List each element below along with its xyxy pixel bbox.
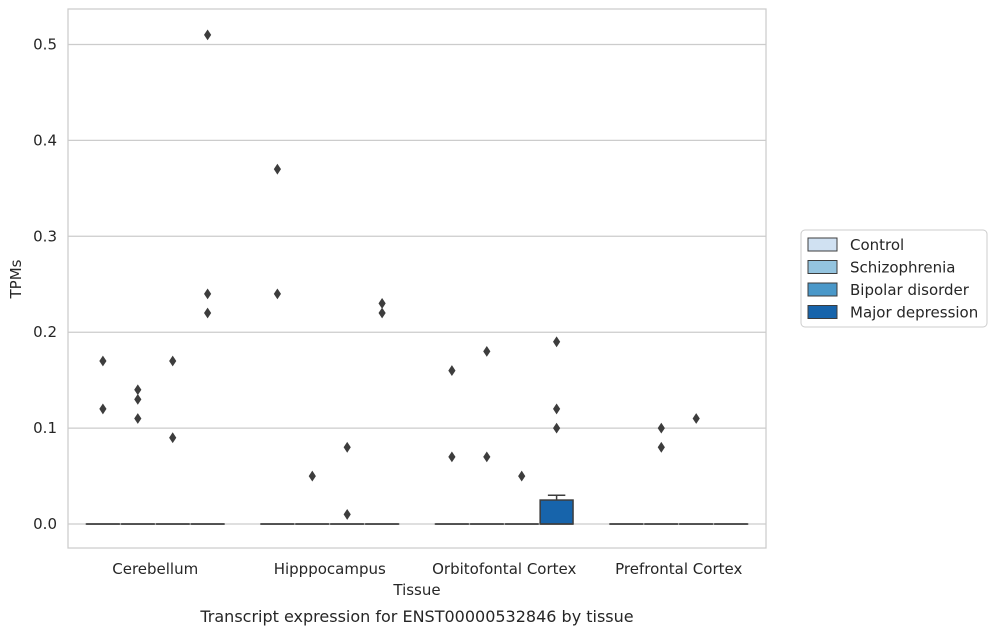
y-axis-label: TPMs xyxy=(7,259,25,299)
legend-swatch xyxy=(808,306,837,319)
legend-label: Control xyxy=(850,236,904,254)
x-tick-label: Cerebellum xyxy=(112,560,198,578)
box xyxy=(540,500,573,524)
y-tick-label: 0.1 xyxy=(33,419,57,437)
legend-label: Schizophrenia xyxy=(850,259,955,277)
x-tick-labels: Cerebellum Hipppocampus Orbitofontal Corte… xyxy=(112,560,742,578)
y-tick-label: 0.0 xyxy=(33,515,57,533)
y-tick-label: 0.2 xyxy=(33,323,57,341)
legend-label: Bipolar disorder xyxy=(850,281,970,299)
legend-swatch xyxy=(808,283,837,296)
x-tick-label: Hipppocampus xyxy=(274,560,386,578)
legend-swatch xyxy=(808,238,837,251)
y-tick-labels: 0.0 0.1 0.2 0.3 0.4 0.5 xyxy=(33,35,57,533)
x-tick-label: Prefrontal Cortex xyxy=(615,560,742,578)
legend-label: Major depression xyxy=(850,304,978,322)
y-tick-label: 0.4 xyxy=(33,131,57,149)
legend: Control Schizophrenia Bipolar disorder Majo… xyxy=(801,230,987,327)
chart-caption: Transcript expression for ENST0000053284… xyxy=(199,607,633,626)
y-tick-label: 0.3 xyxy=(33,227,57,245)
legend-swatch xyxy=(808,261,837,274)
plot-area xyxy=(68,9,766,548)
y-tick-label: 0.5 xyxy=(33,35,57,53)
x-axis-label: Tissue xyxy=(392,581,440,599)
x-tick-label: Orbitofontal Cortex xyxy=(432,560,576,578)
